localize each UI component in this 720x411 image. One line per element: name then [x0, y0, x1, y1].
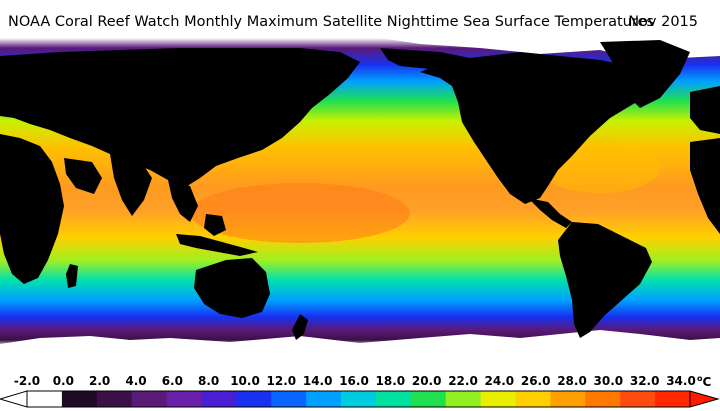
- colorbar-swatch: [480, 391, 517, 407]
- colorbar-swatch: [201, 391, 237, 407]
- colorbar-frame: [26, 390, 691, 408]
- arabia: [64, 158, 102, 194]
- north-america: [420, 52, 660, 204]
- colorbar-swatch: [655, 391, 691, 407]
- colorbar-tick-label: 6.0: [161, 374, 183, 388]
- south-america: [558, 222, 652, 338]
- japan: [234, 120, 252, 156]
- warm-pool: [190, 183, 410, 243]
- colorbar-tick-label: 20.0: [411, 374, 442, 388]
- colorbar-swatch: [585, 391, 621, 407]
- uk: [702, 96, 714, 118]
- colorbar-swatch: [410, 391, 447, 407]
- australia: [194, 258, 270, 318]
- colorbar-max-arrow: [689, 390, 720, 408]
- map-date: Nov 2015: [628, 14, 698, 30]
- colorbar-swatch: [96, 391, 133, 407]
- colorbar-tick-label: 32.0: [629, 374, 660, 388]
- colorbar-unit: oC: [697, 374, 712, 389]
- africa-wrap: [690, 138, 720, 234]
- arctic-ice: [0, 38, 720, 60]
- colorbar-swatch: [445, 391, 482, 407]
- colorbar-tick-label: 24.0: [484, 374, 515, 388]
- colorbar-tick-label: 12.0: [266, 374, 297, 388]
- antarctica: [0, 330, 720, 370]
- colorbar-tick-label: 28.0: [557, 374, 587, 388]
- indonesia: [176, 234, 258, 256]
- africa: [0, 134, 64, 284]
- colorbar-swatch: [236, 391, 272, 407]
- colorbar-swatch: [306, 391, 342, 407]
- eurasia: [0, 48, 360, 188]
- colorbar-swatch: [271, 391, 307, 407]
- india: [110, 154, 152, 216]
- colorbar: [0, 390, 720, 408]
- colorbar-tick-label: 16.0: [339, 374, 369, 388]
- borneo: [204, 214, 226, 236]
- colorbar-swatch: [515, 391, 551, 407]
- colorbar-tick-label: 2.0: [89, 374, 111, 388]
- colorbar-swatch: [375, 391, 412, 407]
- colorbar-tick-label: -2.0: [13, 374, 41, 388]
- indochina: [168, 180, 198, 222]
- greenland: [600, 40, 690, 108]
- madagascar: [66, 264, 78, 288]
- colorbar-min-arrow: [0, 390, 28, 408]
- colorbar-tick-label: 4.0: [125, 374, 147, 388]
- colorbar-swatch: [131, 391, 168, 407]
- colorbar-tick-label: 10.0: [230, 374, 260, 388]
- colorbar-swatch: [166, 391, 202, 407]
- colorbar-swatch: [620, 391, 656, 407]
- map-title: NOAA Coral Reef Watch Monthly Maximum Sa…: [8, 14, 654, 30]
- colorbar-tick-label: 14.0: [302, 374, 333, 388]
- new-zealand: [292, 314, 308, 340]
- colorbar-swatch: [61, 391, 98, 407]
- colorbar-tick-label: 18.0: [375, 374, 406, 388]
- alaska: [380, 48, 470, 70]
- colorbar-swatch: [27, 391, 63, 407]
- colorbar-swatch: [341, 391, 377, 407]
- colorbar-tick-label: 8.0: [198, 374, 220, 388]
- colorbar-tick-label: 34.0: [666, 374, 696, 388]
- central-america: [528, 198, 572, 228]
- colorbar-swatch: [550, 391, 586, 407]
- colorbar-tick-label: 22.0: [448, 374, 478, 388]
- colorbar-tick-label: 30.0: [593, 374, 624, 388]
- colorbar-tick-label: 26.0: [520, 374, 551, 388]
- sst-map: [0, 38, 720, 370]
- colorbar-tick-label: 0.0: [52, 374, 74, 388]
- colorbar-labels: -2.0 0.0 2.0 4.0 6.0 8.0 10.0 12.0 14.0 16.0 18.0 2…: [0, 374, 720, 390]
